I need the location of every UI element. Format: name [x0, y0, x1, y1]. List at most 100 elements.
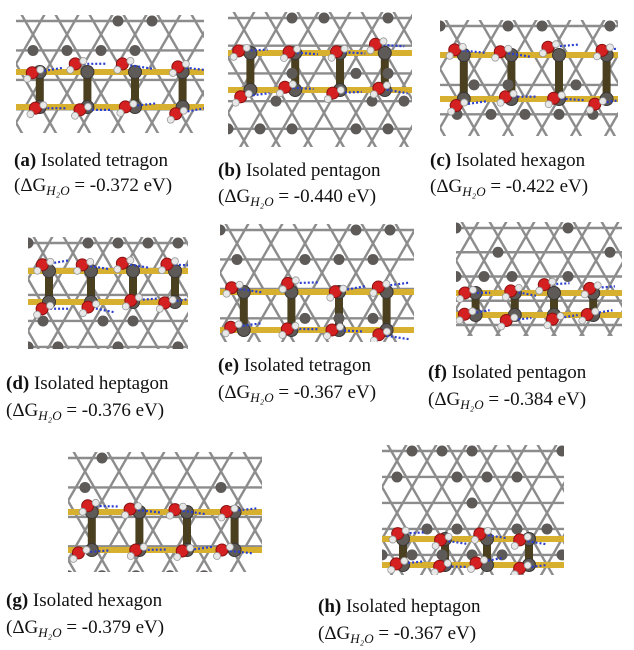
metal-atom	[127, 265, 140, 278]
hydrogen-atom	[370, 91, 377, 98]
hydrogen-atom	[70, 555, 77, 562]
caption-b-dg: (ΔG	[218, 186, 250, 207]
lattice-atom	[130, 45, 141, 56]
lattice-atom	[469, 79, 480, 90]
hydrogen-atom	[498, 323, 505, 330]
hydrogen-atom	[169, 69, 176, 76]
hydrogen-atom	[481, 556, 488, 563]
caption-a-line2: (ΔGH₂O = -0.372 eV)	[14, 175, 172, 202]
caption-h-value: = -0.367 eV)	[374, 623, 477, 644]
hydrogen-atom	[281, 55, 288, 62]
hydrogen-atom	[539, 50, 546, 57]
hydrogen-atom	[156, 305, 163, 312]
caption-e-line2: (ΔGH₂O = -0.367 eV)	[218, 382, 376, 409]
hydrogen-atom	[536, 287, 543, 294]
hydrogen-atom	[401, 557, 408, 564]
lattice-atom	[605, 247, 616, 258]
structure-svg-f	[456, 222, 622, 336]
lattice-atom	[537, 21, 548, 32]
structure-image-d	[28, 237, 188, 349]
hydrogen-atom	[502, 293, 509, 300]
hydrogen-atom	[367, 47, 374, 54]
hydrogen-atom	[92, 499, 99, 506]
hydrogen-atom	[337, 87, 344, 94]
hydrogen-atom	[114, 266, 121, 273]
lattice-atom	[351, 225, 362, 236]
hydrogen-atom	[37, 66, 44, 73]
hydrogen-atom	[448, 108, 455, 115]
hydrogen-atom	[122, 303, 129, 310]
lattice-atom	[605, 21, 616, 32]
lattice-atom	[493, 247, 504, 258]
caption-g-line1: (g) Isolated hexagon	[6, 590, 162, 612]
structure-svg-h	[382, 445, 564, 575]
lattice-atom	[300, 313, 311, 324]
hydrogen-atom	[140, 544, 147, 551]
hydrogen-atom	[459, 43, 466, 50]
hydrogen-atom	[549, 278, 556, 285]
hydrogen-atom	[497, 99, 504, 106]
caption-b-sub: H₂O	[250, 194, 273, 209]
lattice-atom	[351, 123, 362, 134]
hydrogen-atom	[592, 308, 599, 315]
hydrogen-atom	[461, 99, 468, 106]
caption-a-sub: H₂O	[46, 183, 69, 198]
hydrogen-atom	[505, 45, 512, 52]
hydrogen-atom	[445, 533, 452, 540]
lattice-atom	[479, 271, 490, 282]
metal-atom	[81, 66, 94, 79]
hydrogen-atom	[230, 53, 237, 60]
hydrogen-atom	[71, 112, 78, 119]
caption-g-sub: H₂O	[38, 625, 61, 640]
lattice-atom	[456, 223, 462, 234]
lattice-atom	[97, 570, 108, 572]
caption-h-dg: (ΔG	[318, 623, 350, 644]
lattice-atom	[399, 96, 410, 107]
structure-svg-c	[440, 20, 618, 136]
caption-e-letter: (e)	[218, 355, 239, 376]
lattice-atom	[113, 238, 124, 249]
hydrogen-atom	[122, 512, 129, 519]
hydrogen-atom	[292, 277, 299, 284]
lattice-atom	[83, 238, 94, 249]
caption-f-line1: (f) Isolated pentagon	[428, 362, 586, 384]
hydrogen-atom	[130, 100, 137, 107]
hydrogen-atom	[127, 257, 134, 264]
hydrogen-atom	[524, 562, 531, 569]
hydrogen-atom	[174, 554, 181, 561]
lattice-atom	[497, 549, 508, 560]
lattice-atom	[467, 497, 478, 508]
hydrogen-atom	[456, 317, 463, 324]
caption-e-dg: (ΔG	[218, 382, 250, 403]
hydrogen-atom	[370, 337, 377, 342]
hydrogen-atom	[34, 267, 41, 274]
lattice-atom	[173, 341, 184, 349]
hydrogen-atom	[446, 52, 453, 59]
hydrogen-atom	[324, 96, 331, 103]
hydrogen-atom	[223, 290, 230, 297]
lattice-atom	[382, 549, 388, 560]
hydrogen-atom	[383, 280, 390, 287]
lattice-atom	[28, 341, 34, 349]
lattice-atom	[520, 109, 531, 120]
hydrogen-atom	[80, 57, 87, 64]
caption-a-line1: (a) Isolated tetragon	[14, 150, 168, 172]
hydrogen-atom	[218, 514, 225, 521]
caption-e-name: Isolated tetragon	[244, 355, 371, 376]
lattice-atom	[385, 225, 396, 236]
caption-e-line1: (e) Isolated tetragon	[218, 355, 371, 377]
lattice-atom	[80, 482, 91, 493]
structure-image-e	[220, 224, 414, 342]
hydrogen-atom	[24, 75, 31, 82]
lattice-atom	[113, 341, 124, 349]
hydrogen-atom	[34, 311, 41, 318]
lattice-atom	[503, 21, 514, 32]
hydrogen-atom	[245, 90, 252, 97]
lattice-atom	[165, 570, 176, 572]
hydrogen-atom	[515, 284, 522, 291]
hydrogen-atom	[431, 569, 438, 575]
hydrogen-atom	[279, 331, 286, 338]
lattice-atom	[232, 254, 243, 265]
lattice-atom	[486, 109, 497, 120]
caption-a-letter: (a)	[14, 150, 36, 171]
